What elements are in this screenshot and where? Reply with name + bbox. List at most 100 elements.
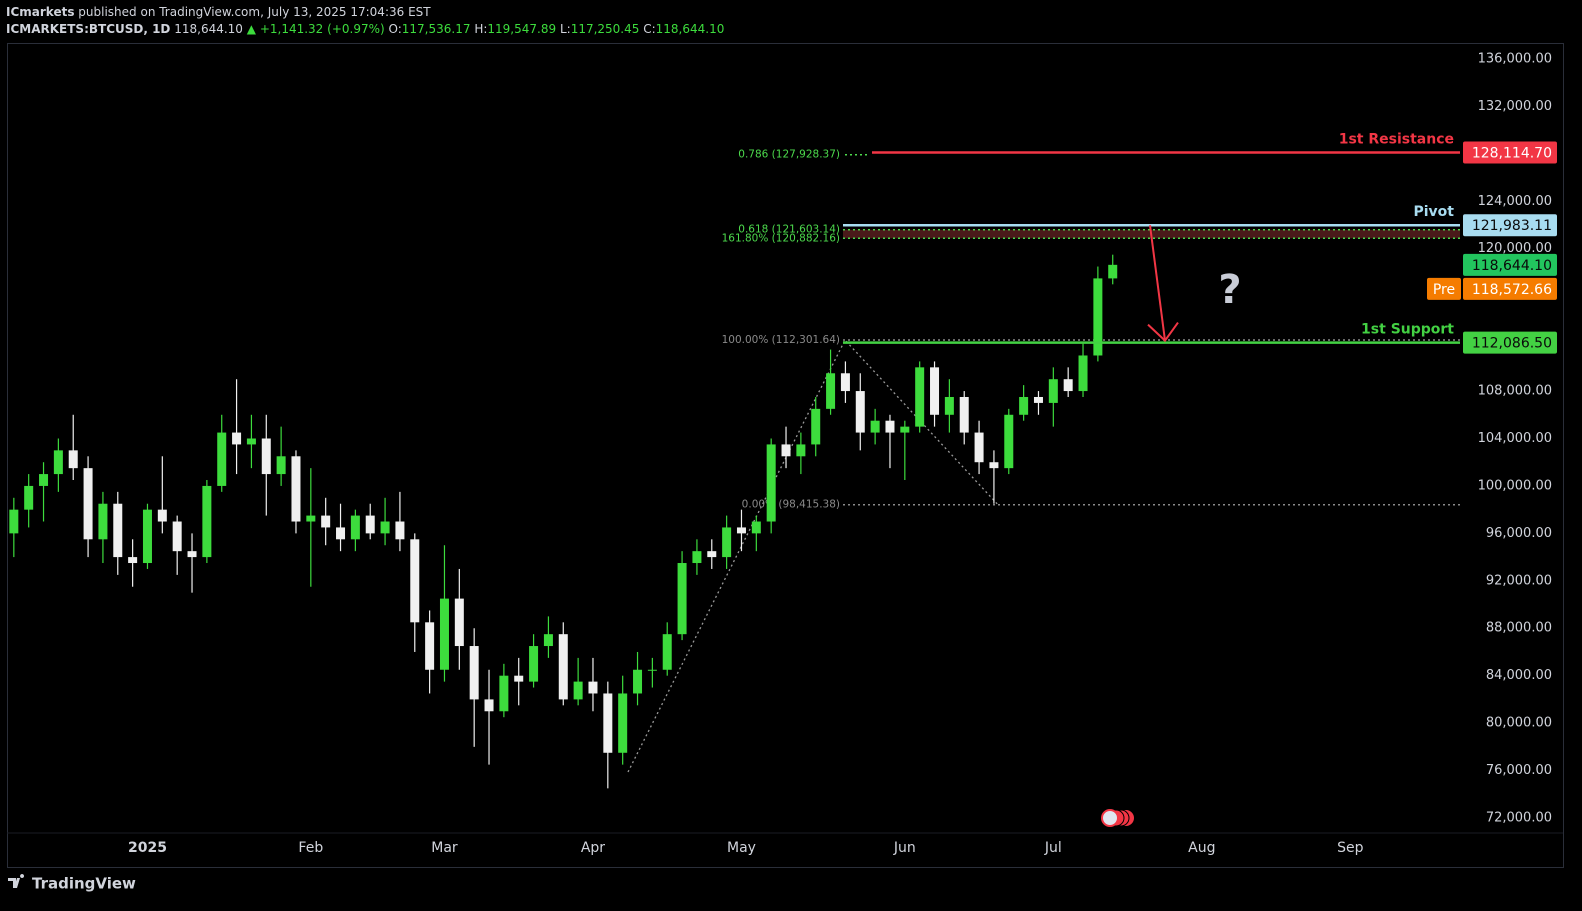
- arrow-shaft: [1149, 225, 1166, 341]
- x-tick-label: Apr: [581, 840, 605, 856]
- price-tag-label: 112,086.50: [1472, 336, 1552, 352]
- event-flags: [1101, 809, 1134, 827]
- candle-body: [306, 515, 316, 522]
- fib-label: 0.00% (98,415.38): [742, 499, 840, 511]
- candle-body: [603, 693, 613, 753]
- y-tick-label: 120,000.00: [1478, 241, 1552, 256]
- o-key: O:: [389, 22, 402, 36]
- arrow-head: [1147, 322, 1179, 343]
- level-name: 1st Resistance: [1339, 132, 1454, 148]
- candle-body: [1033, 396, 1043, 403]
- candle-body: [811, 408, 821, 445]
- candle-body: [439, 598, 449, 670]
- x-tick-label: Aug: [1188, 840, 1215, 856]
- h-key: H:: [474, 22, 487, 36]
- candle-body: [989, 462, 999, 469]
- fib-label: 161.80% (120,882.16): [722, 232, 840, 244]
- candle-body: [469, 646, 479, 700]
- price-tag: [1463, 141, 1557, 164]
- candle-body: [83, 468, 93, 540]
- candle-body: [24, 485, 34, 510]
- h-value: 119,547.89: [487, 22, 556, 36]
- candle-body: [558, 634, 568, 700]
- x-tick-label: May: [727, 840, 756, 856]
- candle-body: [1078, 355, 1088, 392]
- y-tick-label: 104,000.00: [1478, 431, 1552, 446]
- candle-body: [484, 699, 494, 712]
- candle-body: [350, 515, 360, 540]
- candle-body: [1019, 396, 1029, 415]
- annotation: ?: [1218, 267, 1241, 313]
- candle-body: [974, 432, 984, 463]
- y-tick-label: 88,000.00: [1486, 621, 1552, 636]
- candle-body: [128, 557, 138, 564]
- candle-body: [885, 420, 895, 433]
- candle-body: [662, 634, 672, 670]
- candle-body: [39, 474, 49, 486]
- y-tick-label: 132,000.00: [1478, 99, 1552, 114]
- x-tick-label: 2025: [128, 840, 167, 856]
- candle-body: [380, 521, 390, 534]
- candle-body: [410, 539, 420, 623]
- candle-body: [826, 373, 836, 409]
- candle-body: [647, 669, 657, 671]
- level-name: Pivot: [1414, 204, 1455, 220]
- y-tick-label: 100,000.00: [1478, 478, 1552, 493]
- candle-body: [573, 681, 583, 700]
- pre-badge-label: Pre: [1433, 282, 1455, 298]
- candle-body: [766, 444, 776, 522]
- symbol-line: ICMARKETS:BTCUSD, 1D 118,644.10 ▲ +1,141…: [6, 22, 724, 36]
- candle-body: [796, 444, 806, 457]
- y-tick-label: 96,000.00: [1486, 526, 1552, 541]
- header-line: ICmarkets published on TradingView.com, …: [6, 5, 431, 19]
- x-tick-label: Feb: [298, 840, 323, 856]
- candle-body: [9, 509, 19, 534]
- candle-body: [722, 527, 732, 558]
- candle-body: [870, 420, 880, 433]
- candle-body: [187, 551, 197, 558]
- candle-body: [944, 396, 954, 415]
- pane-frame: [7, 43, 1564, 868]
- candle-body: [202, 485, 212, 558]
- candle-body: [276, 456, 286, 475]
- candle-body: [781, 444, 791, 457]
- candle-body: [246, 438, 256, 445]
- candle-body: [261, 438, 271, 475]
- candle-body: [900, 426, 910, 433]
- y-tick-label: 108,000.00: [1478, 384, 1552, 399]
- candle-body: [53, 450, 63, 475]
- publisher: ICmarkets: [6, 5, 74, 19]
- candle-body: [840, 373, 850, 392]
- candle-body: [543, 634, 553, 647]
- candle-body: [677, 563, 687, 635]
- x-tick-label: Mar: [431, 840, 458, 856]
- y-tick-label: 80,000.00: [1486, 716, 1552, 731]
- candle-body: [68, 450, 78, 469]
- candle-body: [692, 551, 702, 564]
- candle-body: [321, 515, 331, 528]
- x-tick-label: Jun: [893, 840, 916, 856]
- candle-body: [365, 515, 375, 534]
- flag: [1101, 809, 1119, 827]
- x-tick-label: Sep: [1337, 840, 1364, 856]
- c-value: 118,644.10: [656, 22, 725, 36]
- fib-label: 0.786 (127,928.37): [738, 149, 840, 161]
- candle-body: [1004, 414, 1014, 469]
- last: 118,644.10: [174, 22, 243, 36]
- candle-body: [499, 675, 509, 712]
- pre-price-label: 118,572.66: [1472, 282, 1552, 298]
- last-price-label: 118,644.10: [1472, 258, 1552, 274]
- price-tag-label: 128,114.70: [1472, 146, 1552, 162]
- fib-label: 100.00% (112,301.64): [722, 334, 840, 346]
- price-tag: [1463, 214, 1557, 237]
- candle-body: [425, 622, 435, 670]
- pre-badge: [1427, 277, 1461, 300]
- candle-body: [618, 693, 628, 753]
- candle-body: [113, 503, 123, 558]
- change: ▲ +1,141.32 (+0.97%): [247, 22, 385, 36]
- y-tick-label: 92,000.00: [1486, 573, 1552, 588]
- candle-body: [1048, 379, 1058, 403]
- candle-body: [1093, 278, 1103, 356]
- pre-price-tag: [1463, 277, 1557, 300]
- candle-body: [395, 521, 405, 540]
